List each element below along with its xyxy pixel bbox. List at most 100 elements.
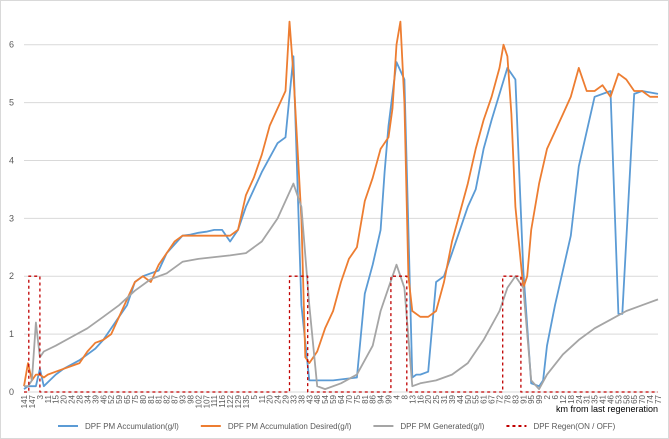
x-tick-label: 5 (250, 394, 259, 399)
x-tick-label: 31 (440, 394, 449, 403)
x-tick-label: 72 (496, 394, 505, 403)
y-tick-label: 1 (9, 329, 14, 339)
x-tick-label: 102 (194, 394, 203, 408)
legend-label: DPF PM Accumulation Desired(g/l) (228, 422, 352, 431)
x-tick-label: 99 (535, 394, 544, 403)
y-tick-label: 5 (9, 98, 14, 108)
x-tick-label: 41 (599, 394, 608, 403)
x-tick-label: 20 (424, 394, 433, 403)
x-tick-label: 59 (115, 394, 124, 403)
x-tick-label: 46 (99, 394, 108, 403)
x-tick-label: 12 (559, 394, 568, 403)
series-lines (23, 20, 659, 393)
x-tick-label: 31 (583, 394, 592, 403)
x-tick-label: 53 (614, 394, 623, 403)
x-tick-label: 77 (654, 394, 663, 403)
x-tick-label: 61 (480, 394, 489, 403)
legend: DPF PM Accumulation(g/l) DPF PM Accumulat… (58, 422, 616, 431)
x-tick-label: 55 (472, 394, 481, 403)
x-tick-label: 24 (274, 394, 283, 403)
legend-label: DPF PM Generated(g/l) (400, 422, 484, 431)
x-tick-label: 75 (131, 394, 140, 403)
x-axis-ticks: 1411473111520242834394652596575808181828… (20, 394, 663, 408)
x-tick-label: 83 (511, 394, 520, 403)
x-tick-label: 39 (448, 394, 457, 403)
x-tick-label: 3 (36, 394, 45, 399)
x-tick-label: 20 (60, 394, 69, 403)
x-tick-label: 33 (289, 394, 298, 403)
x-tick-label: 8 (400, 394, 409, 399)
x-tick-label: 78 (503, 394, 512, 403)
x-tick-label: 147 (28, 394, 37, 408)
x-tick-label: 2 (543, 394, 552, 399)
x-tick-label: 58 (622, 394, 631, 403)
series-line (24, 275, 658, 393)
x-tick-label: 39 (91, 394, 100, 403)
x-tick-label: 99 (385, 394, 394, 403)
y-tick-label: 6 (9, 40, 14, 50)
x-tick-label: 116 (218, 394, 227, 407)
x-tick-label: 81 (361, 394, 370, 403)
x-tick-label: 6 (551, 394, 560, 399)
x-tick-label: 81 (155, 394, 164, 403)
x-tick-label: 65 (630, 394, 639, 403)
x-tick-label: 50 (464, 394, 473, 403)
x-tick-label: 81 (147, 394, 156, 403)
legend-label: DPF Regen(ON / OFF) (533, 422, 615, 431)
x-tick-label: 87 (171, 394, 180, 403)
x-axis-label: km from last regeneration (556, 404, 658, 414)
x-tick-label: 107 (202, 394, 211, 408)
x-tick-label: 35 (591, 394, 600, 403)
x-tick-label: 44 (456, 394, 465, 403)
x-tick-label: 34 (83, 394, 92, 403)
x-tick-label: 74 (646, 394, 655, 403)
x-tick-label: 65 (123, 394, 132, 403)
x-tick-label: 48 (313, 394, 322, 403)
x-tick-label: 24 (68, 394, 77, 403)
x-tick-label: 64 (337, 394, 346, 403)
x-tick-label: 25 (432, 394, 441, 403)
legend-label: DPF PM Accumulation(g/l) (85, 422, 179, 431)
x-tick-label: 122 (226, 394, 235, 408)
x-tick-label: 15 (52, 394, 61, 403)
y-tick-label: 3 (9, 213, 14, 223)
x-tick-label: 93 (179, 394, 188, 403)
x-tick-label: 70 (638, 394, 647, 403)
x-tick-label: 80 (139, 394, 148, 403)
x-tick-label: 20 (266, 394, 275, 403)
x-tick-label: 86 (369, 394, 378, 403)
x-tick-label: 70 (345, 394, 354, 403)
x-tick-label: 18 (567, 394, 576, 403)
x-tick-label: 111 (210, 394, 219, 407)
x-tick-label: 94 (377, 394, 386, 403)
x-tick-label: 135 (242, 394, 251, 408)
x-tick-label: 13 (408, 394, 417, 403)
y-tick-label: 4 (9, 155, 14, 165)
x-tick-label: 29 (282, 394, 291, 403)
gridlines (24, 44, 658, 393)
x-tick-label: 24 (575, 394, 584, 403)
x-tick-label: 11 (44, 394, 53, 403)
x-tick-label: 16 (416, 394, 425, 403)
x-tick-label: 141 (20, 394, 29, 408)
x-tick-label: 91 (519, 394, 528, 403)
x-tick-label: 38 (297, 394, 306, 403)
x-tick-label: 46 (606, 394, 615, 403)
x-tick-label: 43 (305, 394, 314, 403)
x-tick-label: 95 (527, 394, 536, 403)
y-tick-label: 2 (9, 271, 14, 281)
y-tick-label: 0 (9, 387, 14, 397)
x-tick-label: 59 (329, 394, 338, 403)
x-tick-label: 67 (488, 394, 497, 403)
series-line (24, 182, 659, 391)
x-tick-label: 82 (163, 394, 172, 403)
x-tick-label: 11 (258, 394, 267, 403)
x-tick-label: 75 (353, 394, 362, 403)
y-axis-ticks: 0 1 2 3 4 5 6 (9, 40, 14, 397)
x-tick-label: 52 (107, 394, 116, 403)
series-line (23, 20, 658, 387)
x-tick-label: 98 (186, 394, 195, 403)
